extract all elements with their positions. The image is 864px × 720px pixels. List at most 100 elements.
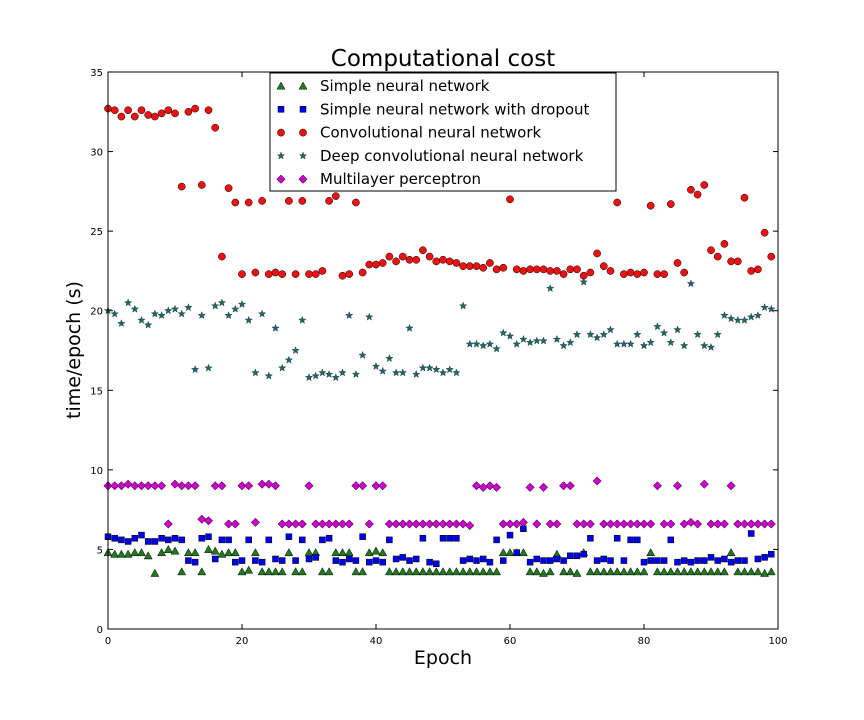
data-point [291,567,301,576]
data-point [518,548,528,557]
data-point [666,519,676,529]
legend-marker [298,81,308,90]
data-point [438,519,448,529]
legend-label: Simple neural network [320,77,490,95]
data-point [190,548,200,557]
data-point [391,567,401,576]
series-2 [104,104,776,280]
data-point [746,519,756,529]
data-point [338,271,347,280]
data-point [143,481,153,491]
data-point [525,567,535,576]
data-point [425,363,434,372]
chart-title: Computational cost [331,46,555,72]
y-tick-label: 30 [90,148,103,159]
data-point [719,519,729,529]
data-point [586,268,595,277]
data-point [445,567,455,576]
data-point [312,554,319,561]
data-point [492,344,501,353]
data-point [721,555,728,563]
data-point [486,558,494,566]
data-point [137,548,146,557]
data-point [311,371,320,380]
data-point [532,567,542,576]
data-point [714,557,721,564]
data-point [451,567,461,576]
data-point [190,481,200,491]
data-point [157,548,167,557]
data-point [258,197,266,205]
data-point [674,558,681,566]
data-point [205,533,212,540]
data-point [560,557,567,564]
data-point [337,519,348,529]
data-point [526,338,535,346]
data-point [304,481,314,491]
data-point [538,482,549,492]
data-point [224,311,233,319]
data-point [378,366,387,375]
data-point [392,555,400,563]
data-point [318,368,327,377]
data-point [317,567,327,576]
data-point [144,538,152,545]
data-point [150,309,159,318]
data-point [760,519,770,529]
data-point [546,284,555,292]
data-point [418,567,428,576]
data-point [613,339,622,348]
data-point [244,481,254,491]
data-point [391,519,401,529]
data-point [344,519,354,529]
data-point [431,519,441,529]
data-point [412,255,421,264]
data-point [230,548,240,557]
data-point [351,481,361,491]
data-point [451,519,461,529]
data-point [746,567,756,576]
data-point [164,106,173,115]
data-point [211,301,220,310]
data-point [498,519,508,529]
data-point [767,304,776,313]
legend-item: Deep convolutional neural network [276,147,584,165]
data-point [171,109,179,118]
data-point [372,260,380,269]
data-point [445,519,455,529]
data-point [754,555,762,563]
data-point [124,298,133,307]
data-point [339,558,346,566]
data-point [761,554,768,561]
data-point [331,548,341,557]
data-point [753,519,763,529]
data-point [479,341,488,350]
data-point [257,567,267,576]
data-point [110,309,119,318]
data-point [700,341,709,350]
data-point [304,373,314,381]
data-point [727,257,735,266]
data-point [479,555,487,563]
data-point [299,536,306,544]
data-point [332,557,340,564]
data-point [680,557,688,564]
data-point [237,567,247,576]
data-point [673,325,682,334]
data-point [559,270,568,278]
data-point [165,536,172,544]
data-point [753,567,763,576]
data-point [660,328,669,337]
data-point [747,267,756,275]
data-point [244,565,254,574]
data-point [385,354,394,362]
data-point [265,536,273,544]
data-point [271,323,280,332]
data-point [579,277,588,286]
data-point [258,558,266,566]
legend-item: Multilayer perceptron [276,170,481,188]
data-point [546,267,555,275]
data-point [453,535,460,542]
data-point [686,567,696,576]
data-point [606,567,615,576]
